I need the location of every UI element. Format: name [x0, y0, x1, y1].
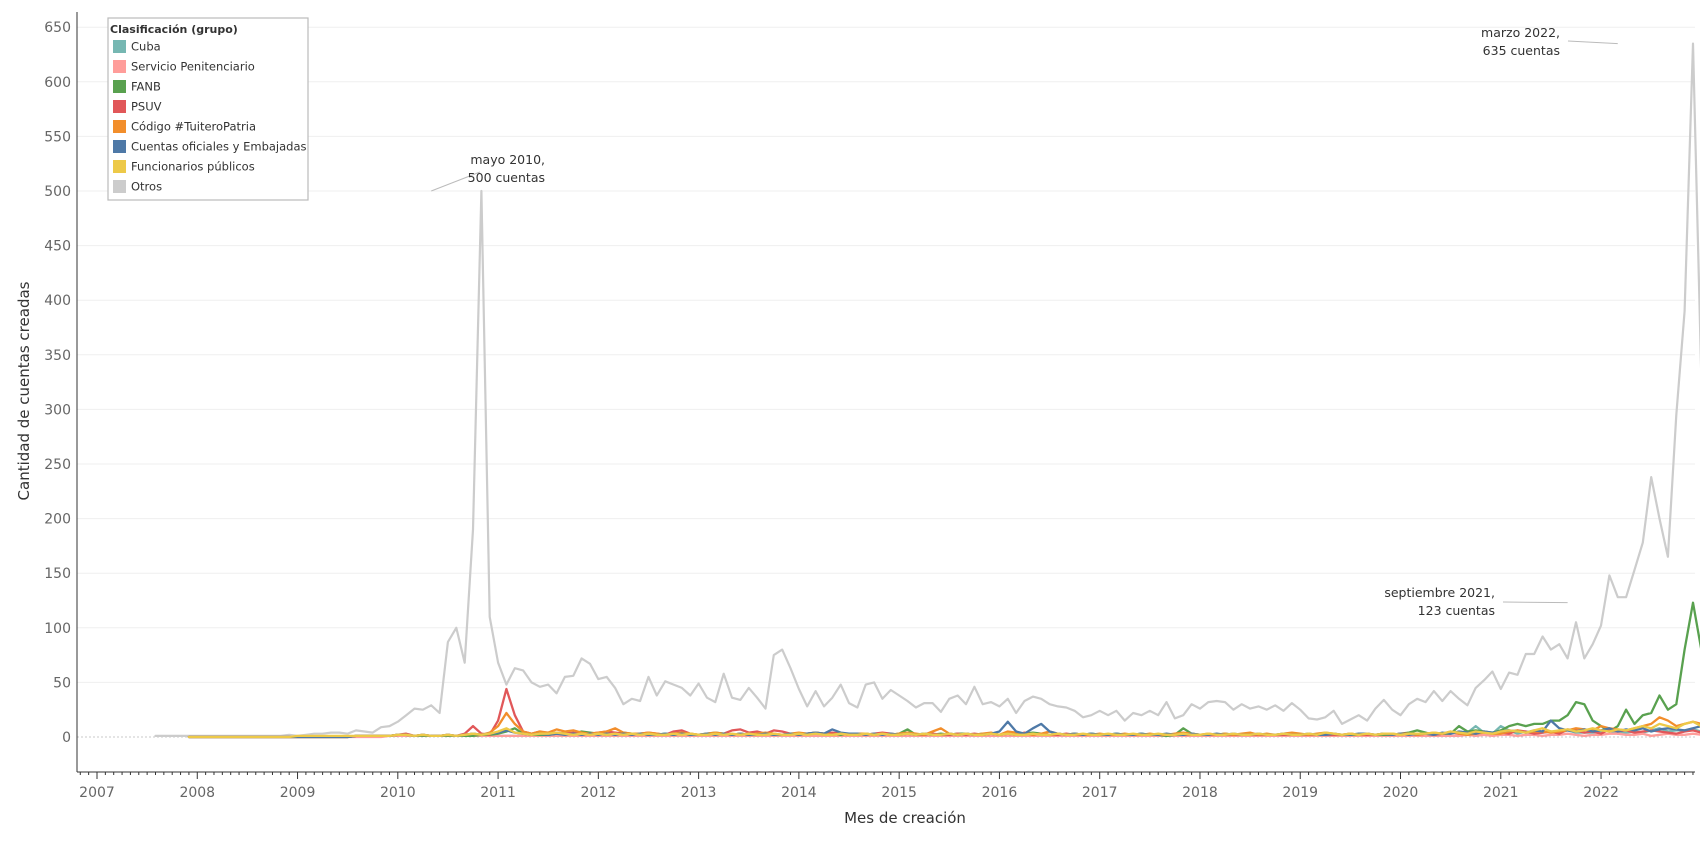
- series-line-fanb: [187, 601, 1700, 739]
- y-tick-label: 250: [44, 457, 71, 473]
- legend-label: Cuentas oficiales y Embajadas: [131, 140, 307, 154]
- legend-swatch: [113, 60, 126, 73]
- legend-label: FANB: [131, 80, 161, 94]
- y-tick-label: 100: [44, 621, 71, 637]
- annotation-layer: mayo 2010, 500 cuentas marzo 2022, 635 cuen…: [431, 25, 1618, 618]
- legend-swatch: [113, 100, 126, 113]
- x-tick-label: 2014: [781, 785, 817, 801]
- x-tick-label: 2020: [1383, 785, 1419, 801]
- x-tick-label: 2008: [179, 785, 215, 801]
- x-tick-label: 2018: [1182, 785, 1218, 801]
- annotation-line1: marzo 2022,: [1481, 25, 1560, 40]
- x-tick-label: 2011: [480, 785, 516, 801]
- x-axis-title: Mes de creación: [844, 809, 966, 827]
- legend-label: Cuba: [131, 40, 161, 54]
- y-tick-label: 550: [44, 129, 71, 145]
- legend-box: [107, 17, 309, 201]
- x-tick-label: 2022: [1583, 785, 1619, 801]
- y-axis-title: Cantidad de cuentas creadas: [15, 281, 33, 500]
- legend-swatch: [113, 140, 126, 153]
- x-tick-label: 2016: [982, 785, 1018, 801]
- x-tick-label: 2007: [79, 785, 115, 801]
- y-tick-label: 450: [44, 239, 71, 255]
- legend-title: Clasificación (grupo): [110, 23, 238, 36]
- y-tick-label: 150: [44, 566, 71, 582]
- legend-label: Otros: [131, 180, 162, 194]
- y-tick-label: 500: [44, 184, 71, 200]
- legend-swatch: [113, 120, 126, 133]
- y-tick-label: 300: [44, 402, 71, 418]
- annotation-line2: 635 cuentas: [1483, 43, 1560, 58]
- y-tick-label: 400: [44, 293, 71, 309]
- y-tick-label: 50: [53, 675, 71, 691]
- series-line-funcionarios-pu-blicos: [187, 720, 1700, 739]
- x-tick-label: 2017: [1082, 785, 1118, 801]
- y-tick-label: 600: [44, 75, 71, 91]
- legend-swatch: [113, 80, 126, 93]
- annotation-line1: septiembre 2021,: [1384, 585, 1495, 600]
- x-tick-label: 2010: [380, 785, 416, 801]
- x-tick-label: 2013: [681, 785, 717, 801]
- x-tick-label: 2015: [881, 785, 917, 801]
- annotation-leader: [1502, 601, 1568, 604]
- grid-layer: [77, 26, 1695, 738]
- legend-swatch: [113, 160, 126, 173]
- x-tick-label: 2012: [581, 785, 617, 801]
- annotation-leader: [1567, 40, 1618, 45]
- legend-label: PSUV: [131, 100, 162, 114]
- x-tick-label: 2009: [280, 785, 316, 801]
- legend-swatch: [113, 180, 126, 193]
- y-tick-label: 350: [44, 348, 71, 364]
- legend-label: Código #TuiteroPatria: [131, 120, 256, 134]
- series-layer: [154, 42, 1700, 739]
- annotation-line2: 123 cuentas: [1418, 603, 1495, 618]
- x-tick-label: 2021: [1483, 785, 1519, 801]
- legend-swatch: [113, 40, 126, 53]
- y-tick-label: 650: [44, 20, 71, 36]
- y-tick-label: 200: [44, 512, 71, 528]
- series-line-otros: [154, 42, 1700, 738]
- series-line-co-digo-tuiteropatria: [187, 711, 1700, 739]
- y-tick-label: 0: [62, 730, 71, 746]
- x-tick-label: 2019: [1282, 785, 1318, 801]
- axis-layer: 0 50 100 150 200 250 300 350 400 450 500 550 600 650 2…: [44, 12, 1695, 801]
- annotation-line2: 500 cuentas: [468, 170, 545, 185]
- annotation-line1: mayo 2010,: [470, 152, 545, 167]
- legend-label: Funcionarios públicos: [131, 160, 255, 174]
- annotation-leader: [431, 171, 481, 192]
- legend: Clasificación (grupo) Cuba Servicio Penit…: [107, 17, 309, 201]
- legend-label: Servicio Penitenciario: [131, 60, 255, 74]
